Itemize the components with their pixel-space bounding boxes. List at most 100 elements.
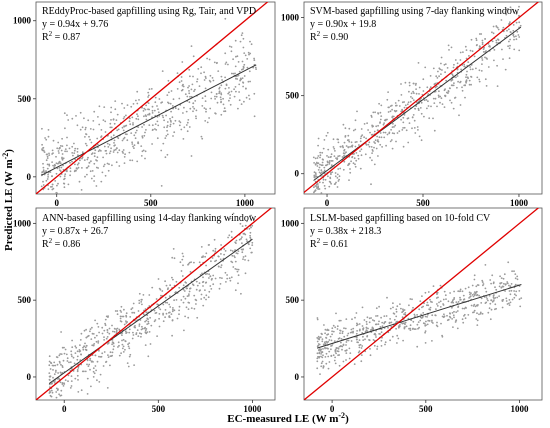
scatter-point [429,308,432,311]
scatter-point [190,155,193,157]
scatter-point [188,101,191,104]
scatter-point [138,302,141,304]
scatter-point [97,340,100,342]
scatter-point [206,121,209,124]
scatter-point [321,356,324,359]
scatter-point [141,135,144,138]
scatter-point [409,329,412,331]
scatter-point [147,355,150,358]
scatter-point [122,315,125,318]
scatter-point [501,48,503,51]
scatter-point [157,108,159,110]
scatter-point [405,129,408,132]
scatter-point [316,357,319,360]
scatter-point [147,318,149,321]
scatter-point [73,152,76,155]
scatter-point [370,133,373,136]
scatter-point [156,335,159,337]
scatter-point [473,278,476,281]
scatter-point [249,40,251,43]
scatter-point [226,277,229,280]
scatter-point [395,327,397,330]
scatter-point [47,176,49,178]
scatter-point [329,156,332,159]
scatter-point [106,142,109,145]
scatter-point [80,332,83,335]
scatter-point [76,370,79,373]
scatter-point [330,153,333,156]
scatter-point [453,298,455,300]
scatter-point [114,310,117,312]
scatter-point [111,351,114,354]
y-tick-label: 1000 [281,218,300,228]
scatter-point [92,367,95,370]
scatter-point [110,106,113,109]
scatter-point [125,312,128,315]
scatter-point [90,141,93,144]
scatter-point [164,296,167,299]
scatter-point [236,270,239,273]
scatter-point [107,146,110,148]
scatter-point [198,85,201,87]
scatter-point [220,98,222,101]
scatter-point [391,126,394,128]
scatter-point [519,305,522,308]
scatter-point [470,38,473,41]
scatter-point [151,143,154,145]
scatter-point [89,170,92,173]
scatter-point [74,345,77,348]
scatter-point [115,331,118,333]
scatter-point [515,290,518,293]
scatter-point [97,326,100,328]
scatter-point [70,375,73,377]
scatter-point [59,381,62,384]
scatter-point [201,137,204,140]
scatter-point [321,158,324,161]
scatter-point [75,346,78,349]
scatter-point [463,307,466,310]
scatter-point [168,303,171,306]
scatter-point [483,46,485,49]
scatter-point [118,328,121,331]
scatter-point [112,348,115,351]
scatter-point [169,123,172,126]
scatter-point [63,352,66,355]
scatter-point [69,198,71,200]
scatter-point [148,124,151,126]
scatter-point [390,139,393,141]
scatter-point [345,349,348,351]
scatter-point [374,142,376,145]
scatter-point [251,251,253,254]
scatter-point [453,63,455,66]
scatter-point [355,312,358,314]
scatter-point [436,325,439,328]
scatter-point [377,139,379,141]
scatter-point [225,61,228,64]
scatter-point [331,160,334,162]
scatter-point [385,144,387,147]
scatter-point [110,126,113,129]
scatter-point [379,118,382,121]
scatter-point [368,317,371,320]
scatter-point [148,108,151,111]
scatter-point [510,289,513,292]
scatter-point [474,305,477,308]
scatter-point [84,128,87,131]
scatter-point [75,115,77,117]
scatter-point [430,300,432,303]
scatter-point [432,97,435,100]
scatter-point [241,60,244,63]
scatter-point [408,81,411,84]
scatter-point [418,308,421,311]
scatter-point [491,274,494,277]
scatter-point [174,119,177,122]
scatter-point [98,381,101,383]
scatter-point [338,364,341,367]
scatter-point [365,329,368,332]
scatter-point [327,333,330,336]
scatter-point [151,124,154,127]
scatter-point [131,159,134,162]
scatter-point [439,306,442,308]
scatter-point [350,328,353,331]
